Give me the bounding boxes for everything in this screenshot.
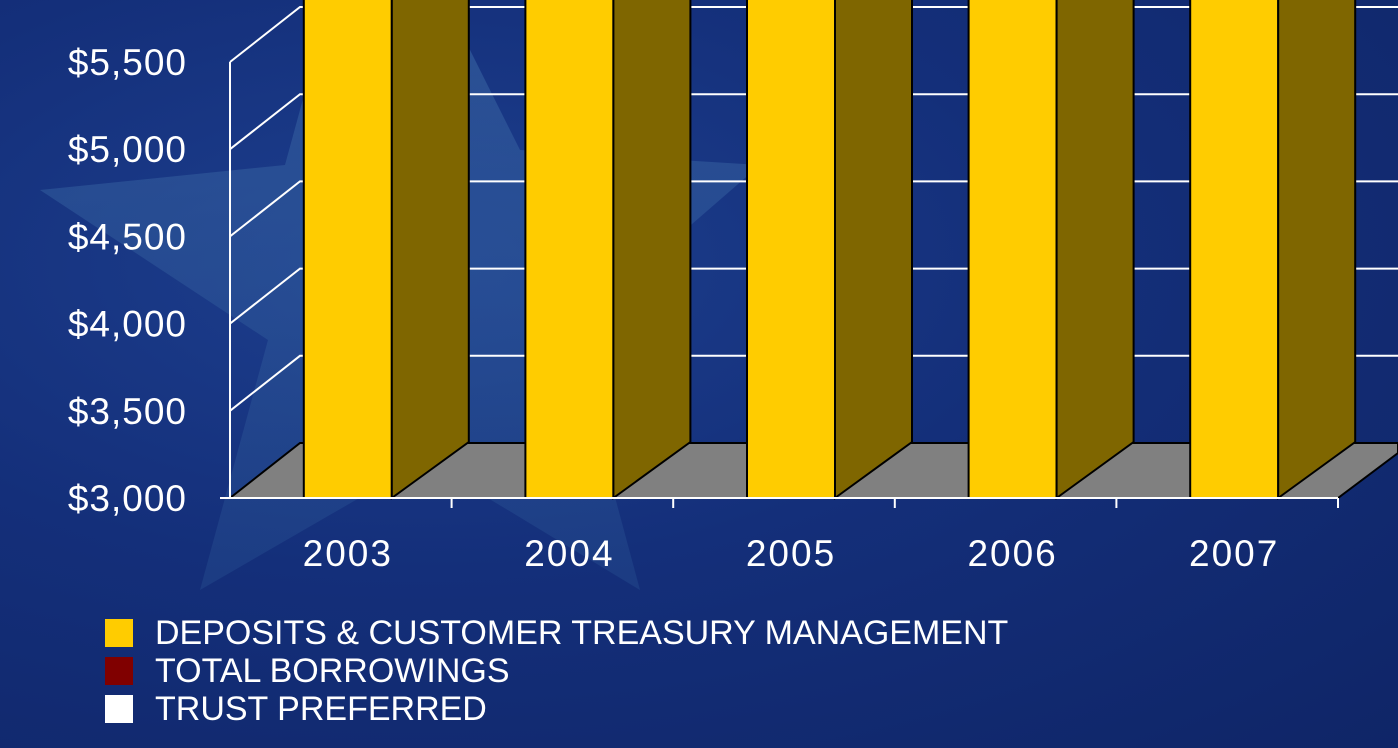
legend: DEPOSITS & CUSTOMER TREASURY MANAGEMENT … — [105, 614, 1008, 728]
axes: $3,000 $3,500 $4,000 $4,500 $5,000 $5,500 2003… — [68, 42, 1339, 574]
legend-swatch-borrowings — [105, 657, 133, 685]
bar-front-0 — [746, 0, 836, 499]
bar-side-0 — [1277, 0, 1357, 500]
y-tick-label: $5,500 — [68, 42, 187, 83]
x-tick-label: 2005 — [746, 533, 836, 574]
bar-side-0 — [1055, 0, 1135, 500]
y-tick-label: $3,000 — [68, 478, 187, 519]
bar-side-0 — [390, 0, 470, 500]
x-tick-label: 2007 — [1189, 533, 1279, 574]
bar-front-0 — [302, 0, 393, 499]
legend-label-borrowings: TOTAL BORROWINGS — [155, 652, 510, 690]
x-tick-label: 2003 — [303, 533, 393, 574]
bar-front-0 — [967, 0, 1058, 499]
legend-item-trust-preferred: TRUST PREFERRED — [105, 690, 1008, 728]
y-tick-label: $4,500 — [68, 216, 187, 257]
x-tick-label: 2004 — [524, 533, 614, 574]
legend-label-trust-preferred: TRUST PREFERRED — [155, 690, 487, 728]
legend-item-borrowings: TOTAL BORROWINGS — [105, 652, 1008, 690]
legend-label-deposits: DEPOSITS & CUSTOMER TREASURY MANAGEMENT — [155, 614, 1009, 652]
bars — [302, 0, 1357, 500]
bar-side-0 — [834, 0, 913, 500]
bar-front-0 — [1189, 0, 1280, 499]
legend-item-deposits: DEPOSITS & CUSTOMER TREASURY MANAGEMENT — [105, 614, 1008, 652]
legend-swatch-deposits — [105, 619, 133, 647]
bar-side-0 — [612, 0, 692, 500]
y-tick-label: $4,000 — [68, 304, 187, 345]
y-tick-label: $5,000 — [68, 129, 187, 170]
y-tick-label: $3,500 — [68, 391, 187, 432]
x-tick-label: 2006 — [967, 533, 1057, 574]
bar-front-0 — [524, 0, 615, 499]
legend-swatch-trust-preferred — [105, 695, 133, 723]
